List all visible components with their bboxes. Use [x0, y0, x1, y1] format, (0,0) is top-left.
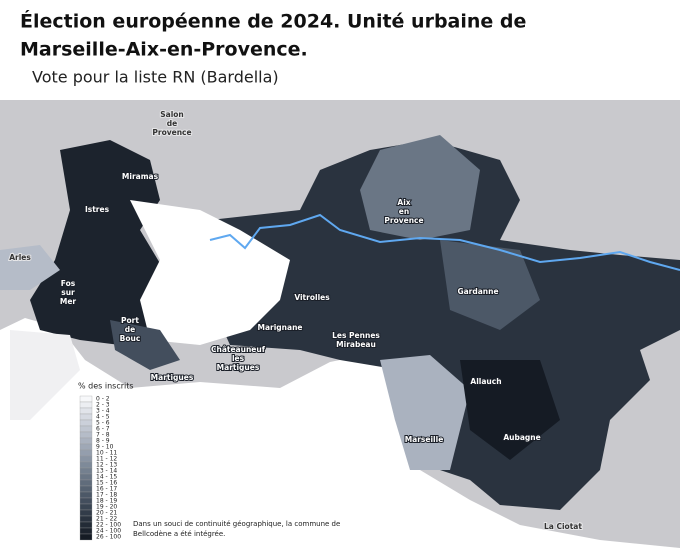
legend-label: 4 - 5	[96, 414, 110, 421]
subtitle: Vote pour la liste RN (Bardella)	[32, 68, 279, 87]
legend-swatch	[79, 497, 93, 505]
legend-label: 3 - 4	[96, 408, 110, 415]
legend-label: 26 - 100	[96, 534, 121, 541]
place-label: Châteauneuf	[211, 345, 266, 354]
place-label: Miramas	[122, 172, 159, 181]
legend-label: 8 - 9	[96, 438, 110, 445]
legend-swatch	[79, 515, 93, 523]
legend-label: 10 - 11	[96, 450, 117, 457]
legend-label: 6 - 7	[96, 426, 110, 433]
legend-swatch	[79, 467, 93, 475]
legend-label: 12 - 13	[96, 462, 117, 469]
place-label: La Ciotat	[544, 522, 582, 531]
legend-label: 0 - 2	[96, 396, 110, 403]
place-label: Mirabeau	[336, 340, 376, 349]
legend-swatch	[79, 437, 93, 445]
legend-label: 24 - 100	[96, 528, 121, 535]
legend-swatch	[79, 455, 93, 463]
place-label: Martigues	[217, 363, 260, 372]
place-label: Les Pennes	[332, 331, 380, 340]
legend-label: 13 - 14	[96, 468, 117, 475]
title: Marseille-Aix-en-Provence.	[20, 39, 308, 61]
legend-label: 22 - 100	[96, 522, 121, 529]
legend-swatch	[79, 503, 93, 511]
legend-swatch	[79, 461, 93, 469]
legend-title: % des inscrits	[78, 382, 134, 391]
legend-label: 7 - 8	[96, 432, 110, 439]
legend-label: 21 - 22	[96, 516, 117, 523]
title: Élection européenne de 2024. Unité urbai…	[20, 10, 526, 33]
legend-swatch	[79, 479, 93, 487]
place-label: Fos	[61, 279, 76, 288]
legend-label: 9 - 10	[96, 444, 114, 451]
note: Dans un souci de continuité géographique…	[133, 520, 340, 528]
legend-swatch	[79, 473, 93, 481]
place-label: Allauch	[470, 377, 501, 386]
place-label: Marseille	[405, 435, 444, 444]
place-label: Bouc	[120, 334, 141, 343]
place-label: les	[232, 354, 245, 363]
legend-swatch	[79, 443, 93, 451]
legend-label: 14 - 15	[96, 474, 117, 481]
place-label: Martigues	[151, 373, 194, 382]
legend-label: 18 - 19	[96, 498, 117, 505]
place-label: Port	[121, 316, 139, 325]
place-label: de	[167, 119, 177, 128]
legend-swatch	[79, 491, 93, 499]
legend-label: 19 - 20	[96, 504, 117, 511]
legend-swatch	[79, 527, 93, 535]
place-label: Salon	[160, 110, 184, 119]
basemap	[0, 100, 680, 548]
legend-label: 5 - 6	[96, 420, 110, 427]
place-label: Marignane	[258, 323, 303, 332]
legend-swatch	[79, 395, 93, 403]
place-label: Gardanne	[457, 287, 498, 296]
note: Bellcodène a été intégrée.	[133, 530, 225, 538]
place-label: Aubagne	[503, 433, 540, 442]
place-label: de	[125, 325, 135, 334]
legend-swatch	[79, 533, 93, 541]
legend-swatch	[79, 449, 93, 457]
legend-swatch	[79, 407, 93, 415]
place-label: sur	[61, 288, 75, 297]
legend-swatch	[79, 431, 93, 439]
legend-label: 20 - 21	[96, 510, 117, 517]
legend-swatch	[79, 401, 93, 409]
place-label: Istres	[85, 205, 110, 214]
place-label: Provence	[384, 216, 423, 225]
legend-label: 16 - 17	[96, 486, 117, 493]
place-label: Vitrolles	[294, 293, 330, 302]
place-label: Aix	[397, 198, 410, 207]
legend-swatch	[79, 425, 93, 433]
place-label: Arles	[9, 253, 31, 262]
legend-label: 2 - 3	[96, 402, 110, 409]
legend-swatch	[79, 521, 93, 529]
place-label: en	[399, 207, 409, 216]
legend-swatch	[79, 419, 93, 427]
legend-label: 11 - 12	[96, 456, 117, 463]
legend-swatch	[79, 413, 93, 421]
legend-label: 17 - 18	[96, 492, 117, 499]
legend-swatch	[79, 485, 93, 493]
place-label: Provence	[152, 128, 191, 137]
place-label: Mer	[60, 297, 77, 306]
legend-swatch	[79, 509, 93, 517]
legend-label: 15 - 16	[96, 480, 117, 487]
